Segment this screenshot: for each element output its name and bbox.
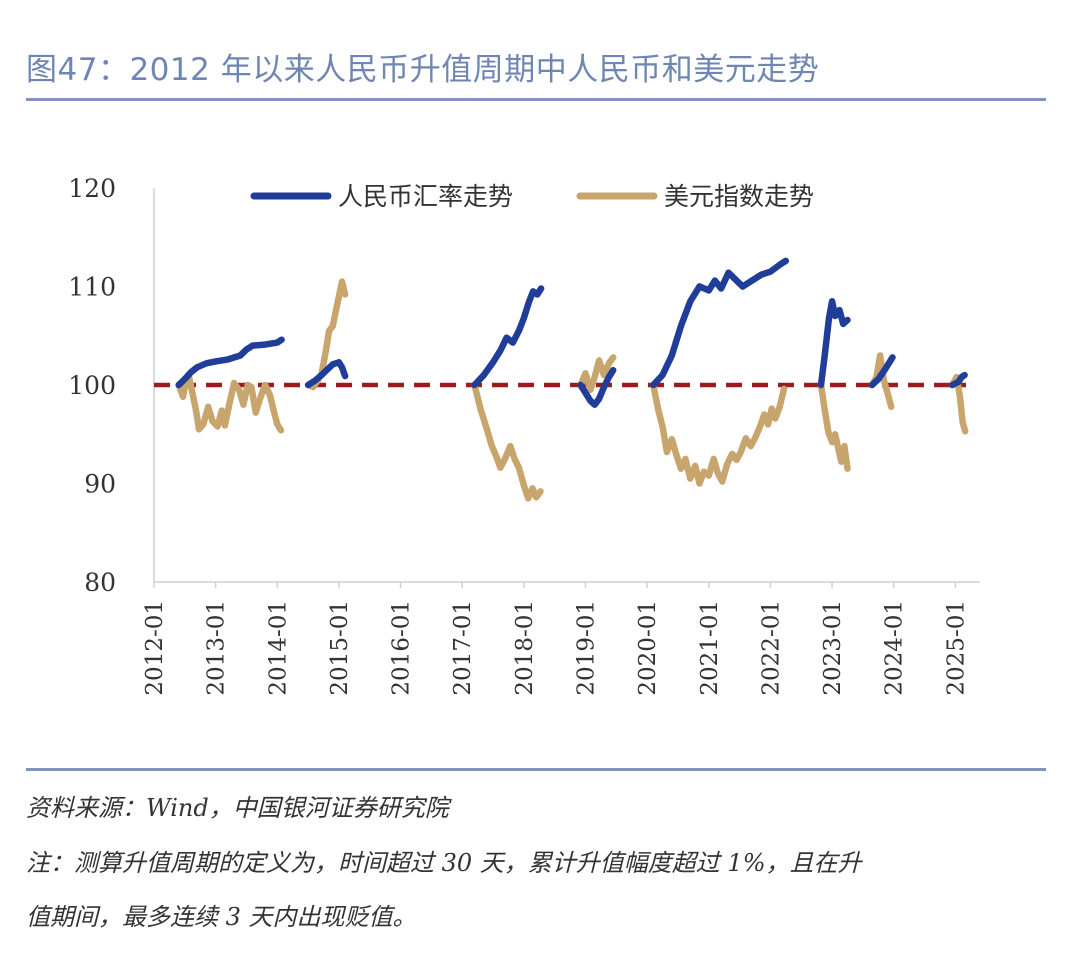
figure-title: 图47：2012 年以来人民币升值周期中人民币和美元走势 — [26, 52, 820, 88]
legend-label-cny: 人民币汇率走势 — [338, 182, 513, 211]
y-tick-label: 110 — [68, 273, 116, 302]
cny-series-segment — [817, 298, 851, 389]
source-note: 资料来源：Wind，中国银河证券研究院 — [26, 794, 449, 822]
cny-series-segment — [304, 359, 349, 389]
legend: 人民币汇率走势 美元指数走势 — [250, 182, 814, 211]
x-tick-label: 2013-01 — [204, 600, 230, 696]
cny-series-segment — [471, 285, 545, 389]
definition-note-line-1: 注：测算升值周期的定义为，时间超过 30 天，累计升值幅度超过 1%，且在升 — [26, 849, 862, 877]
x-tick-label: 2019-01 — [573, 600, 599, 696]
title-rule — [26, 98, 1046, 101]
x-tick-label: 2020-01 — [635, 600, 661, 696]
y-tick-label: 80 — [84, 568, 116, 597]
legend-label-usd-index: 美元指数走势 — [664, 182, 814, 211]
x-tick-label: 2023-01 — [820, 600, 846, 696]
x-tick-label: 2025-01 — [943, 600, 969, 696]
x-tick-label: 2014-01 — [265, 600, 291, 696]
usd-index-series-segment — [577, 354, 617, 394]
y-tick-label: 90 — [84, 470, 116, 499]
x-tick-label: 2018-01 — [512, 600, 538, 696]
usd-index-series-segment — [949, 373, 969, 435]
x-tick-label: 2012-01 — [142, 600, 168, 696]
y-tick-label: 100 — [68, 371, 116, 400]
x-tick-label: 2024-01 — [882, 600, 908, 696]
usd-index-series-segment — [650, 381, 788, 487]
definition-note-line-2: 值期间，最多连续 3 天内出现贬值。 — [26, 903, 417, 931]
usd-index-series-segment — [175, 373, 285, 434]
cny-series-segment — [949, 371, 968, 389]
cny-series-segment — [175, 336, 285, 389]
line-chart: 80 90 100 110 120 2012-01 2013-01 2014-01 2015-0… — [68, 174, 980, 696]
footer-rule — [26, 768, 1046, 771]
cny-series-segment — [577, 366, 617, 408]
y-tick-label: 120 — [68, 174, 116, 203]
series-layer — [175, 257, 969, 502]
x-tick-label: 2021-01 — [697, 600, 723, 696]
cny-series-segment — [868, 354, 896, 389]
x-tick-label: 2015-01 — [327, 600, 353, 696]
x-tick-label: 2016-01 — [389, 600, 415, 696]
x-tick-label: 2022-01 — [758, 600, 784, 696]
cny-series-segment — [650, 257, 790, 389]
x-tick-label: 2017-01 — [450, 600, 476, 696]
grid-layer: 80 90 100 110 120 2012-01 2013-01 2014-01 2015-0… — [68, 174, 980, 696]
usd-index-series-segment — [471, 381, 544, 502]
usd-index-series-segment — [817, 381, 851, 472]
